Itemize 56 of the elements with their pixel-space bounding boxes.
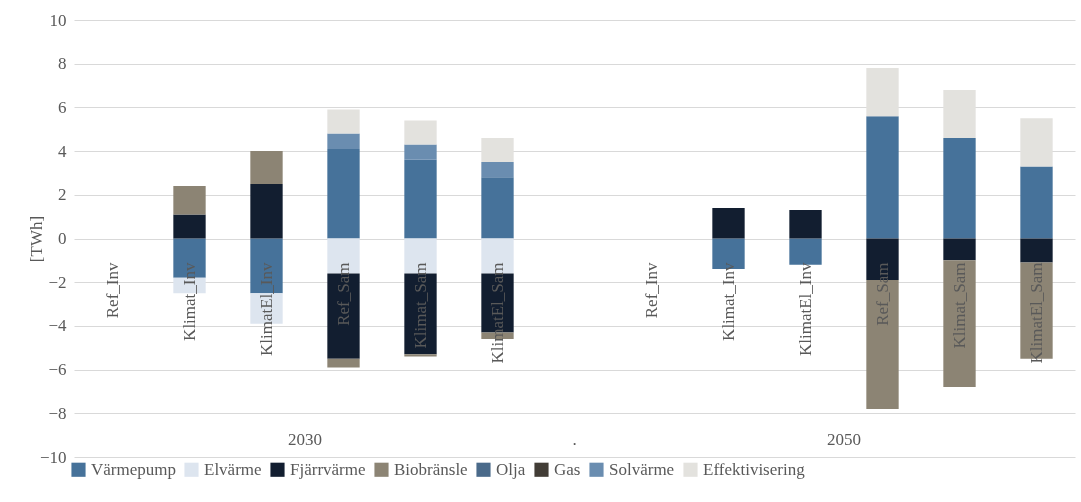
x-tick-label: Klimat_Inv (179, 262, 199, 341)
y-axis-title: [TWh] (26, 215, 46, 263)
legend-label: Biobränsle (394, 459, 468, 479)
y-tick-label: −4 (48, 316, 67, 336)
x-tick-label: Ref_Inv (102, 262, 122, 319)
bar (173, 186, 206, 215)
y-tick-label: 8 (58, 54, 67, 74)
bar (712, 207, 745, 239)
y-tick-label: −2 (48, 272, 67, 292)
y-tick-label: 10 (49, 10, 67, 30)
y-tick-label: 6 (58, 97, 67, 117)
y-tick-label: 4 (58, 141, 67, 161)
x-tick-label: KlimatEl_Sam (1026, 262, 1046, 364)
bar (327, 109, 360, 134)
y-tick-label: −8 (48, 403, 67, 423)
y-tick-label: −10 (39, 447, 67, 467)
bar (943, 137, 976, 239)
legend-label: Solvärme (609, 459, 675, 479)
annotation: 2030 (288, 430, 322, 449)
bar (481, 177, 514, 239)
bar (866, 116, 899, 239)
bar (404, 354, 437, 357)
legend-label: Gas (554, 459, 581, 479)
bar (250, 183, 283, 239)
legend-label: Elvärme (204, 459, 262, 479)
y-tick-label: 0 (58, 229, 67, 248)
legend-label: Effektivisering (703, 459, 806, 479)
x-tick-label: Ref_Sam (872, 262, 892, 326)
bar (404, 144, 437, 160)
bar (943, 238, 976, 261)
legend-label: Fjärrvärme (290, 459, 366, 479)
x-tick-label: KlimatEl_Inv (795, 262, 815, 356)
x-tick-label: Klimat_Sam (410, 262, 430, 349)
x-tick-label: KlimatEl_Sam (487, 262, 507, 364)
bar (173, 214, 206, 239)
bar (404, 120, 437, 145)
bar (250, 151, 283, 184)
x-tick-label: KlimatEl_Inv (256, 262, 276, 356)
legend-label: Värmepump (91, 459, 176, 479)
y-tick-label: 2 (58, 185, 67, 205)
annotation: . (572, 430, 577, 449)
bar (327, 148, 360, 239)
bar (1020, 166, 1053, 239)
bar (1020, 238, 1053, 263)
annotation: 2050 (827, 430, 861, 449)
bar (404, 159, 437, 239)
bar (943, 260, 976, 388)
x-tick-label: Klimat_Inv (718, 262, 738, 341)
bar (327, 358, 360, 368)
bar (481, 162, 514, 178)
x-tick-label: Ref_Sam (333, 262, 353, 326)
legend-label: Olja (496, 459, 526, 479)
bar (789, 210, 822, 239)
x-tick-label: Ref_Inv (641, 262, 661, 319)
y-tick-label: −6 (48, 360, 67, 380)
bar (327, 133, 360, 149)
